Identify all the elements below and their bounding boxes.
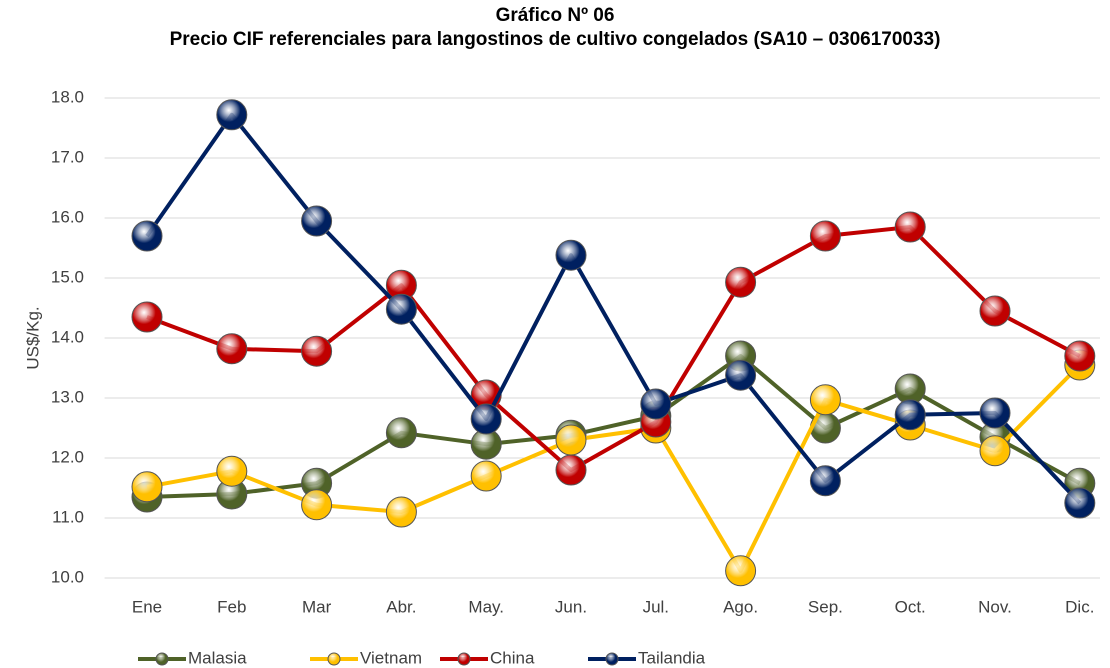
series-line bbox=[146, 363, 1082, 573]
y-tick-label: 18.0 bbox=[51, 87, 84, 106]
legend-label: Tailandia bbox=[638, 648, 706, 667]
x-tick-label: Oct. bbox=[895, 597, 926, 616]
x-tick-label: Jun. bbox=[555, 597, 587, 616]
marker bbox=[555, 454, 587, 486]
marker bbox=[216, 99, 248, 131]
y-tick-label: 10.0 bbox=[51, 567, 84, 586]
legend-marker bbox=[327, 652, 341, 666]
marker bbox=[131, 471, 163, 503]
legend-label: China bbox=[490, 648, 535, 667]
y-tick-label: 12.0 bbox=[51, 447, 84, 466]
x-tick-label: Ago. bbox=[723, 597, 758, 616]
y-tick-label: 13.0 bbox=[51, 387, 84, 406]
chart-subtitle: Precio CIF referenciales para langostino… bbox=[170, 29, 941, 50]
y-tick-label: 16.0 bbox=[51, 207, 84, 226]
x-tick-label: Nov. bbox=[978, 597, 1012, 616]
marker bbox=[216, 333, 248, 365]
chart-title: Gráfico Nº 06 bbox=[496, 5, 615, 26]
y-axis-label: US$/Kg. bbox=[23, 306, 42, 369]
marker bbox=[301, 205, 333, 237]
series-line bbox=[146, 354, 1081, 499]
y-tick-label: 14.0 bbox=[51, 327, 84, 346]
x-tick-label: Feb bbox=[217, 597, 246, 616]
marker bbox=[894, 211, 926, 243]
marker bbox=[979, 397, 1011, 429]
legend-label: Vietnam bbox=[360, 648, 422, 667]
x-tick-label: Abr. bbox=[386, 597, 416, 616]
marker bbox=[809, 465, 841, 497]
marker bbox=[216, 455, 248, 487]
marker bbox=[725, 555, 757, 587]
marker bbox=[1064, 340, 1096, 372]
marker bbox=[979, 295, 1011, 327]
marker bbox=[894, 399, 926, 431]
x-tick-label: Mar bbox=[302, 597, 332, 616]
x-tick-label: May. bbox=[468, 597, 504, 616]
legend-marker bbox=[457, 652, 471, 666]
marker bbox=[301, 335, 333, 367]
marker bbox=[470, 460, 502, 492]
marker bbox=[385, 417, 417, 449]
y-tick-label: 11.0 bbox=[52, 507, 84, 526]
y-tick-label: 17.0 bbox=[51, 147, 84, 166]
legend-label: Malasia bbox=[188, 648, 247, 667]
marker bbox=[385, 496, 417, 528]
y-tick-label: 15.0 bbox=[51, 267, 84, 286]
legend-marker bbox=[155, 652, 169, 666]
marker bbox=[555, 239, 587, 271]
marker bbox=[131, 301, 163, 333]
marker bbox=[555, 424, 587, 456]
marker bbox=[385, 293, 417, 325]
marker bbox=[131, 220, 163, 252]
x-tick-label: Jul. bbox=[643, 597, 669, 616]
marker bbox=[809, 220, 841, 252]
x-tick-label: Ene bbox=[132, 597, 162, 616]
marker bbox=[809, 384, 841, 416]
marker bbox=[725, 359, 757, 391]
marker bbox=[979, 435, 1011, 467]
marker bbox=[1064, 487, 1096, 519]
marker bbox=[725, 266, 757, 298]
marker bbox=[470, 403, 502, 435]
x-tick-label: Dic. bbox=[1065, 597, 1094, 616]
legend-marker bbox=[605, 652, 619, 666]
marker bbox=[640, 388, 672, 420]
marker bbox=[301, 489, 333, 521]
x-tick-label: Sep. bbox=[808, 597, 843, 616]
